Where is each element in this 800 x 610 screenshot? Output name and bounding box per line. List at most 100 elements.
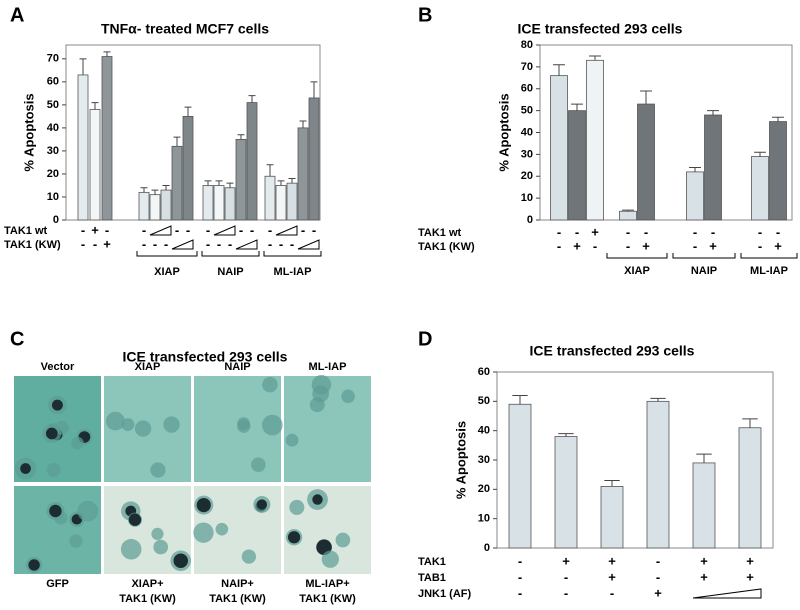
cell	[71, 436, 84, 450]
cell	[321, 550, 339, 568]
micrograph-label: TAK1 (KW)	[119, 593, 176, 605]
row-symbol: -	[186, 222, 190, 237]
stained-cell	[128, 513, 142, 526]
row-symbol: -	[301, 222, 305, 237]
y-tick-label: 80	[521, 39, 533, 51]
stained-cell	[196, 498, 211, 513]
stained-cell	[51, 399, 63, 411]
chart-title: ICE transfected 293 cells	[518, 21, 683, 37]
bar	[586, 59, 604, 221]
panel-title: ICE transfected 293 cells	[123, 349, 288, 365]
group-label: XIAP	[624, 265, 650, 277]
y-tick-label: 0	[484, 542, 490, 554]
dose-wedge	[213, 225, 236, 236]
row-symbol: +	[746, 569, 754, 584]
error-bar	[571, 103, 583, 111]
group-bracket	[201, 251, 260, 257]
error-bar	[91, 102, 99, 110]
row-symbol: +	[562, 553, 570, 568]
micrograph-label: ML-IAP	[309, 361, 347, 373]
error-bar	[151, 189, 159, 195]
bar	[171, 145, 183, 221]
dose-wedge	[692, 588, 762, 599]
group-label: NAIP	[691, 265, 717, 277]
group-label: ML-IAP	[274, 266, 312, 278]
error-bar	[650, 397, 666, 402]
y-tick-label: 30	[521, 148, 533, 160]
bar	[202, 185, 214, 221]
row-symbol: +	[774, 238, 782, 253]
y-tick-label: 50	[47, 99, 59, 111]
row-symbol: -	[217, 236, 221, 251]
error-bar	[754, 151, 766, 157]
row-symbol: -	[81, 222, 85, 237]
bar	[554, 436, 578, 549]
bar	[77, 74, 89, 221]
stained-cell	[45, 427, 58, 440]
group-bracket	[136, 251, 198, 257]
row-symbol: -	[250, 222, 254, 237]
stained-cell	[173, 553, 188, 568]
row-symbol: -	[711, 224, 715, 239]
row-symbol: -	[518, 569, 522, 584]
bar	[568, 110, 586, 221]
cell	[150, 462, 166, 478]
bar	[149, 194, 161, 221]
bar	[160, 189, 172, 221]
bar	[224, 187, 236, 221]
dose-wedge	[275, 225, 298, 236]
micrograph-label: GFP	[46, 578, 69, 590]
row-symbol: +	[608, 553, 616, 568]
bar	[264, 175, 276, 221]
cell	[311, 374, 332, 395]
cell	[261, 414, 283, 436]
row-symbol: -	[656, 569, 660, 584]
row-symbol: -	[105, 222, 109, 237]
error-bar	[184, 106, 192, 117]
stained-cell	[287, 531, 301, 544]
panel-label: C	[10, 328, 24, 350]
bar	[235, 139, 247, 221]
bar	[508, 403, 532, 549]
error-bar	[266, 164, 274, 177]
y-axis-title: % Apoptosis	[21, 93, 36, 171]
cell	[151, 527, 164, 541]
dose-wedge	[149, 225, 172, 236]
bar	[738, 427, 762, 549]
bar	[646, 400, 670, 549]
row-symbol: -	[206, 222, 210, 237]
bar	[686, 171, 704, 221]
micrograph-label: XIAP	[135, 361, 161, 373]
error-bar	[640, 90, 652, 105]
y-tick-label: 0	[53, 214, 59, 226]
bar	[246, 102, 258, 221]
panel-label: D	[418, 328, 432, 350]
micrograph-label: XIAP+	[131, 578, 163, 590]
row-symbol: -	[610, 585, 614, 600]
micrograph-label: Vector	[41, 361, 75, 373]
cell	[134, 420, 152, 437]
bar	[619, 210, 637, 221]
row-symbol: -	[153, 236, 157, 251]
y-tick-label: 50	[478, 395, 490, 407]
y-tick-label: 30	[478, 454, 490, 466]
y-tick-label: 40	[478, 425, 490, 437]
micrograph-label: ML-IAP+	[305, 578, 349, 590]
error-bar	[604, 480, 620, 487]
row-symbol: -	[312, 222, 316, 237]
stained-cell	[28, 559, 40, 571]
row-symbol: +	[709, 238, 717, 253]
error-bar	[589, 55, 601, 61]
row-symbol: -	[81, 236, 85, 251]
row-symbol: -	[268, 222, 272, 237]
row-symbol: -	[758, 224, 762, 239]
error-bar	[310, 81, 318, 98]
error-bar	[237, 134, 245, 140]
y-tick-label: 10	[478, 513, 490, 525]
stained-cell	[256, 499, 268, 510]
row-symbol: -	[593, 238, 597, 253]
error-bar	[689, 167, 701, 172]
plot-frame	[496, 371, 774, 549]
error-bar	[226, 182, 234, 188]
